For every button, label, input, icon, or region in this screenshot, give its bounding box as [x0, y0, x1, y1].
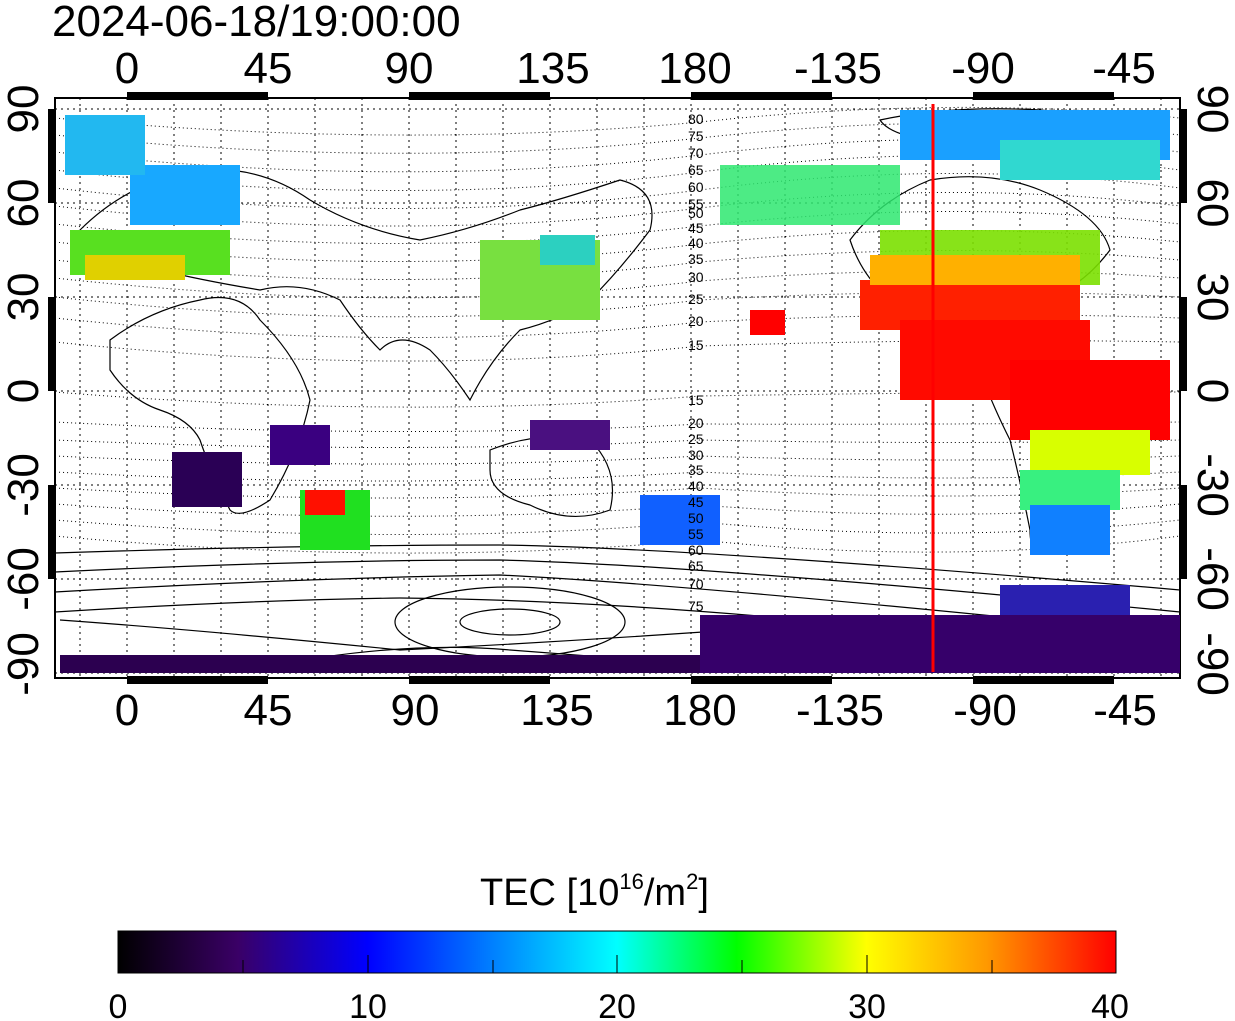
contour-label: 30	[688, 447, 704, 463]
contour-label: 15	[688, 337, 704, 353]
contour-label: 40	[688, 478, 704, 494]
lon-tick-label: 45	[244, 686, 293, 735]
colorbar-tick-label: 0	[109, 988, 128, 1021]
colorbar-title-mid: /m	[644, 872, 686, 914]
lon-tick-label: -135	[796, 686, 884, 735]
lat-tick-label: 0	[0, 379, 48, 403]
contour-labels-south: 15 20 25 30 35 40 45 50 55 60 65 70 75	[688, 392, 704, 614]
colorbar-tick-label: 30	[848, 988, 886, 1021]
lon-tick-label: 90	[391, 686, 440, 735]
contour-label: 60	[688, 542, 704, 558]
lon-tick-label: 180	[663, 686, 736, 735]
contour-label: 30	[688, 269, 704, 285]
lat-tick-label: 30	[1188, 273, 1235, 322]
colorbar-tick-label: 10	[349, 988, 387, 1021]
colorbar-tick-label: 20	[598, 988, 636, 1021]
lat-tick-label: -60	[1188, 547, 1235, 611]
lon-tick-label: -135	[794, 44, 882, 93]
contour-label: 40	[688, 235, 704, 251]
contour-label: 35	[688, 462, 704, 478]
colorbar: TEC [1016/m2] 0 10 20 30 40	[109, 869, 1129, 1021]
map-panel	[48, 92, 1187, 684]
contour-label: 20	[688, 415, 704, 431]
lat-tick-label: 90	[1188, 85, 1235, 134]
contour-label: 45	[688, 494, 704, 510]
contour-label: 55	[688, 526, 704, 542]
bottom-longitude-axis: 0 45 90 135 180 -135 -90 -45	[115, 686, 1157, 735]
contour-label: 50	[688, 205, 704, 221]
contour-label: 80	[688, 111, 704, 127]
colorbar-title-main: TEC [10	[480, 872, 619, 914]
contour-label: 65	[688, 162, 704, 178]
contour-label: 15	[688, 392, 704, 408]
frame-ticks	[48, 92, 1187, 684]
contour-label: 70	[688, 145, 704, 161]
lon-tick-label: 90	[385, 44, 434, 93]
lat-tick-label: -30	[0, 453, 48, 517]
lat-tick-label: -30	[1188, 453, 1235, 517]
colorbar-title-sup2: 2	[686, 869, 698, 894]
lon-tick-label: -90	[953, 686, 1017, 735]
lat-tick-label: 30	[0, 273, 48, 322]
colorbar-title: TEC [1016/m2]	[480, 869, 709, 914]
lat-tick-label: 90	[0, 85, 48, 134]
colorbar-title-sup1: 16	[619, 869, 643, 894]
lon-tick-label: -90	[951, 44, 1015, 93]
contour-label: 25	[688, 431, 704, 447]
lon-tick-label: 135	[520, 686, 593, 735]
map-title: 2024-06-18/19:00:00	[52, 0, 461, 46]
lat-tick-label: 60	[0, 179, 48, 228]
contour-label: 20	[688, 313, 704, 329]
contour-label: 45	[688, 220, 704, 236]
lon-tick-label: 180	[658, 44, 731, 93]
lat-tick-label: -90	[0, 632, 48, 696]
right-latitude-axis: 90 60 30 0 -30 -60 -90	[1188, 85, 1235, 696]
tec-data-layer	[60, 110, 1180, 673]
lat-tick-label: -60	[0, 547, 48, 611]
contour-label: 70	[688, 576, 704, 592]
lon-tick-label: -45	[1093, 686, 1157, 735]
lon-tick-label: 45	[244, 44, 293, 93]
top-longitude-axis: 0 45 90 135 180 -135 -90 -45	[115, 44, 1156, 93]
contour-label: 50	[688, 510, 704, 526]
lon-tick-label: 0	[115, 44, 139, 93]
lon-tick-label: 0	[115, 686, 139, 735]
lat-tick-label: 0	[1188, 379, 1235, 403]
contour-label: 55	[688, 196, 704, 212]
contour-label: 25	[688, 291, 704, 307]
contour-label: 60	[688, 179, 704, 195]
lat-tick-label: 60	[1188, 179, 1235, 228]
contour-label: 65	[688, 558, 704, 574]
colorbar-tick-label: 40	[1091, 988, 1129, 1021]
lat-tick-label: -90	[1188, 632, 1235, 696]
contour-label: 75	[688, 128, 704, 144]
lon-tick-label: 135	[516, 44, 589, 93]
colorbar-minor-ticks	[242, 955, 993, 973]
lon-tick-label: -45	[1092, 44, 1156, 93]
contour-label: 35	[688, 251, 704, 267]
contour-label: 75	[688, 598, 704, 614]
colorbar-title-end: ]	[698, 872, 709, 914]
left-latitude-axis: 90 60 30 0 -30 -60 -90	[0, 85, 48, 696]
contour-labels-north: 80 75 70 65 60 55 50 45 40 35 30 25 20 1…	[688, 111, 704, 353]
